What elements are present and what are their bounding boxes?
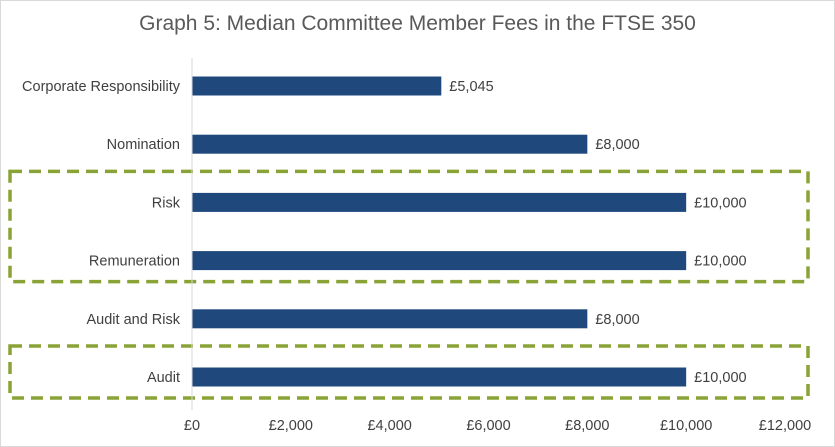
category-label: Audit and Risk — [87, 312, 181, 328]
x-tick-label: £12,000 — [759, 418, 811, 434]
category-label: Audit — [147, 370, 180, 386]
bar — [192, 192, 687, 212]
x-tick-label: £8,000 — [565, 418, 609, 434]
x-tick-label: £4,000 — [367, 418, 411, 434]
highlight-boxes — [8, 169, 810, 400]
data-label: £10,000 — [694, 370, 746, 386]
category-label: Corporate Responsibility — [22, 79, 181, 95]
category-label: Nomination — [107, 137, 180, 153]
category-label: Remuneration — [89, 254, 180, 270]
data-label: £8,000 — [595, 137, 639, 153]
highlight-box-2 — [8, 344, 810, 400]
x-tick-labels: £0 £2,000 £4,000 £6,000 £8,000 £10,000 £12,000 — [184, 418, 811, 434]
x-tick-label: £2,000 — [269, 418, 313, 434]
data-label: £5,045 — [449, 79, 493, 95]
x-tick-label: £0 — [184, 418, 200, 434]
chart-title: Graph 5: Median Committee Member Fees in… — [139, 12, 696, 35]
bar — [192, 251, 687, 271]
category-label: Risk — [152, 195, 181, 211]
data-label: £10,000 — [694, 195, 746, 211]
x-tick-label: £10,000 — [660, 418, 712, 434]
bar — [192, 367, 687, 387]
data-label: £8,000 — [595, 312, 639, 328]
bar — [192, 309, 588, 329]
x-tick-label: £6,000 — [466, 418, 510, 434]
data-labels: £5,045 £8,000 £10,000 £10,000 £8,000 £10,000 — [449, 79, 746, 386]
category-labels: Corporate Responsibility Nomination Risk Re… — [22, 79, 181, 386]
bar — [192, 76, 442, 96]
highlight-box-1 — [8, 169, 810, 284]
data-label: £10,000 — [694, 254, 746, 270]
bar — [192, 134, 588, 154]
bars — [192, 76, 687, 387]
